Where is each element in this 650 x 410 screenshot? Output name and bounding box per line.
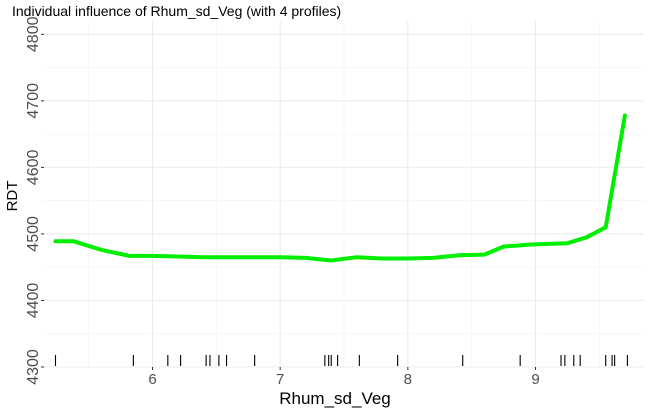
series-line xyxy=(53,113,627,263)
y-tick-label: 4500 xyxy=(25,216,42,252)
y-tick-label: 4300 xyxy=(25,349,42,385)
x-axis-title: Rhum_sd_Veg xyxy=(279,389,391,408)
y-axis-ticks: 4300 4400 4500 4600 4700 4800 xyxy=(25,16,44,385)
x-tick-label: 8 xyxy=(404,371,412,388)
series-layer xyxy=(53,113,627,263)
y-tick-label: 4400 xyxy=(25,283,42,319)
y-tick-label: 4800 xyxy=(25,16,42,52)
y-tick-label: 4600 xyxy=(25,150,42,186)
y-axis-title: RDT xyxy=(4,181,21,212)
grid-lines xyxy=(44,21,644,368)
x-tick-label: 7 xyxy=(276,371,284,388)
y-tick-label: 4700 xyxy=(25,83,42,119)
rug-marks xyxy=(54,355,628,366)
chart-title: Individual influence of Rhum_sd_Veg (wit… xyxy=(12,3,341,19)
x-tick-label: 6 xyxy=(148,371,156,388)
x-axis-ticks: 6 7 8 9 xyxy=(148,367,540,388)
x-tick-label: 9 xyxy=(531,371,539,388)
